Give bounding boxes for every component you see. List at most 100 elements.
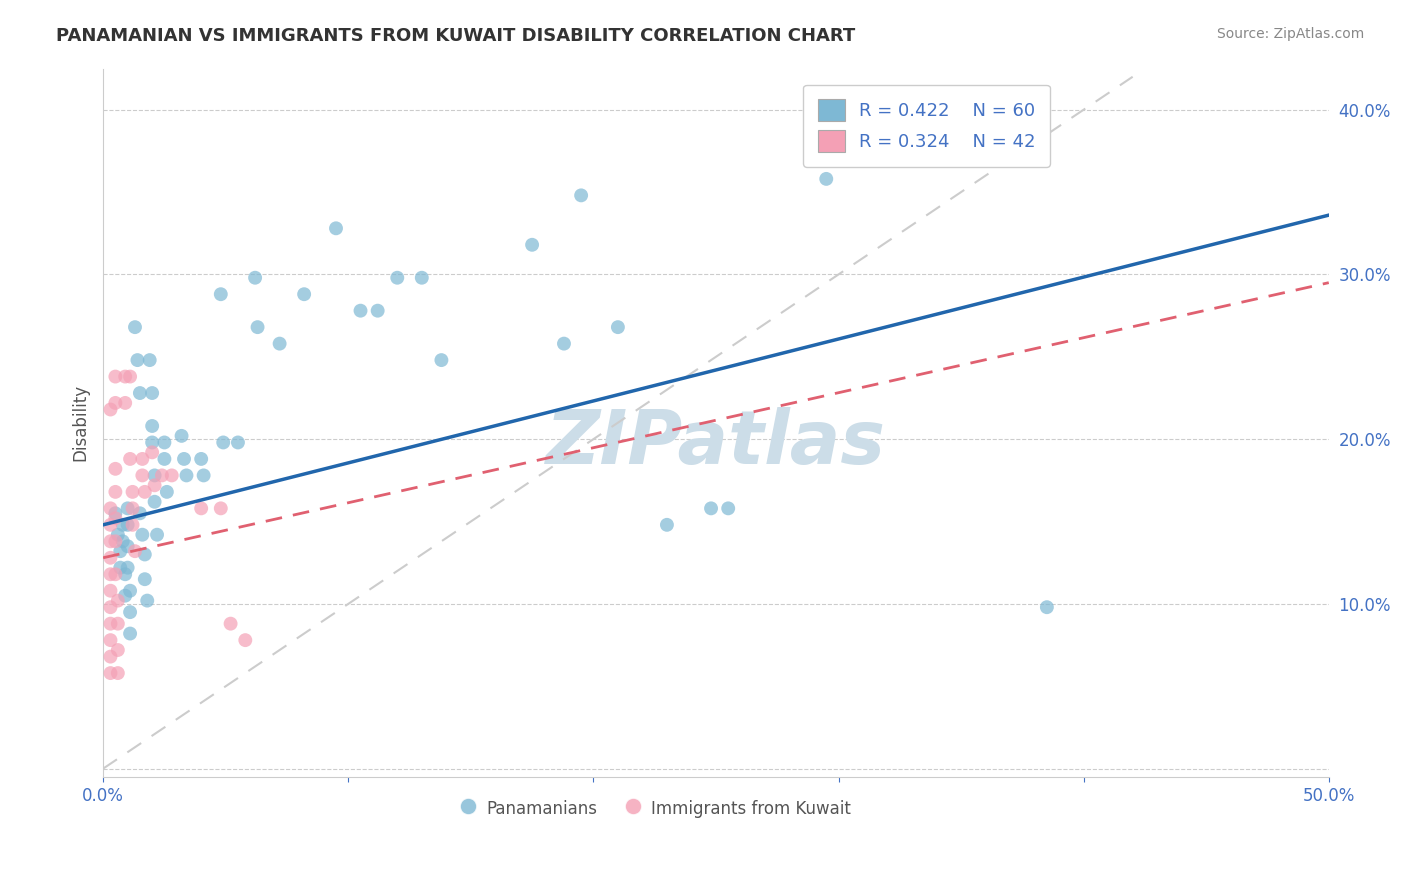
Point xyxy=(111,534,134,549)
Point xyxy=(141,445,163,459)
Point xyxy=(209,287,232,301)
Point xyxy=(114,396,136,410)
Point xyxy=(120,605,142,619)
Point xyxy=(143,468,166,483)
Point xyxy=(111,517,134,532)
Point xyxy=(269,336,291,351)
Point xyxy=(107,593,129,607)
Point xyxy=(100,501,122,516)
Point xyxy=(131,452,153,467)
Point xyxy=(292,287,315,301)
Point xyxy=(173,452,195,467)
Point xyxy=(146,527,169,541)
Point xyxy=(100,567,122,582)
Text: Source: ZipAtlas.com: Source: ZipAtlas.com xyxy=(1216,27,1364,41)
Point xyxy=(153,435,176,450)
Point xyxy=(138,353,160,368)
Point xyxy=(141,386,163,401)
Point xyxy=(104,534,127,549)
Point xyxy=(100,402,122,417)
Point xyxy=(100,600,122,615)
Text: PANAMANIAN VS IMMIGRANTS FROM KUWAIT DISABILITY CORRELATION CHART: PANAMANIAN VS IMMIGRANTS FROM KUWAIT DIS… xyxy=(56,27,855,45)
Point xyxy=(1036,600,1059,615)
Point xyxy=(815,172,838,186)
Point xyxy=(120,369,142,384)
Point xyxy=(134,484,156,499)
Point xyxy=(104,369,127,384)
Point xyxy=(325,221,347,235)
Point xyxy=(430,353,453,368)
Point xyxy=(104,462,127,476)
Point xyxy=(520,237,543,252)
Point xyxy=(212,435,235,450)
Point xyxy=(170,429,193,443)
Y-axis label: Disability: Disability xyxy=(72,384,89,461)
Point xyxy=(117,539,139,553)
Point xyxy=(367,303,389,318)
Point xyxy=(107,666,129,681)
Point xyxy=(100,517,122,532)
Point xyxy=(107,527,129,541)
Point xyxy=(114,567,136,582)
Point xyxy=(134,572,156,586)
Point xyxy=(209,501,232,516)
Point xyxy=(100,666,122,681)
Point xyxy=(104,511,127,525)
Point xyxy=(100,616,122,631)
Point xyxy=(121,517,143,532)
Point xyxy=(121,484,143,499)
Point xyxy=(131,527,153,541)
Point xyxy=(100,583,122,598)
Point xyxy=(136,593,159,607)
Point xyxy=(411,270,433,285)
Point xyxy=(110,560,132,574)
Point xyxy=(219,616,242,631)
Point xyxy=(100,633,122,648)
Point xyxy=(107,616,129,631)
Point xyxy=(104,567,127,582)
Point xyxy=(114,369,136,384)
Point xyxy=(233,633,256,648)
Point xyxy=(190,452,212,467)
Point xyxy=(156,484,179,499)
Legend: Panamanians, Immigrants from Kuwait: Panamanians, Immigrants from Kuwait xyxy=(451,791,858,825)
Point xyxy=(121,501,143,516)
Point xyxy=(141,435,163,450)
Point xyxy=(569,188,592,202)
Point xyxy=(190,501,212,516)
Point xyxy=(107,643,129,657)
Point xyxy=(124,544,146,558)
Point xyxy=(226,435,249,450)
Point xyxy=(127,353,149,368)
Point xyxy=(120,583,142,598)
Point xyxy=(120,626,142,640)
Point xyxy=(606,320,628,334)
Point xyxy=(104,506,127,520)
Point xyxy=(160,468,183,483)
Point xyxy=(131,468,153,483)
Point xyxy=(153,452,176,467)
Point xyxy=(143,495,166,509)
Point xyxy=(553,336,575,351)
Point xyxy=(100,550,122,565)
Point xyxy=(104,396,127,410)
Point xyxy=(349,303,371,318)
Point xyxy=(104,484,127,499)
Point xyxy=(700,501,723,516)
Point xyxy=(100,649,122,664)
Point xyxy=(117,560,139,574)
Point xyxy=(717,501,740,516)
Point xyxy=(150,468,173,483)
Point xyxy=(124,320,146,334)
Point xyxy=(246,320,269,334)
Point xyxy=(100,534,122,549)
Point xyxy=(243,270,266,285)
Point xyxy=(193,468,215,483)
Point xyxy=(110,544,132,558)
Point xyxy=(141,419,163,434)
Point xyxy=(114,589,136,603)
Point xyxy=(117,517,139,532)
Point xyxy=(143,478,166,492)
Point xyxy=(176,468,198,483)
Point xyxy=(655,517,678,532)
